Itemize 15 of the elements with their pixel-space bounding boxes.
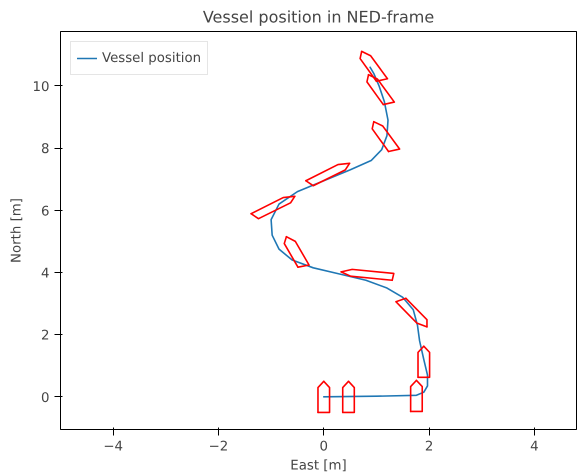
y-tick-label: 8 — [41, 142, 50, 158]
y-axis-title: North [m] — [10, 198, 25, 263]
x-tick-label: 4 — [530, 440, 539, 454]
y-tick-label: 6 — [41, 204, 50, 220]
x-tick-label: −2 — [208, 440, 228, 454]
x-axis-title: East [m] — [290, 458, 347, 474]
x-tick-label: 0 — [320, 440, 328, 454]
legend-label: Vessel position — [102, 50, 202, 66]
x-tick-label: 2 — [424, 440, 434, 454]
y-tick-label: 0 — [41, 390, 50, 406]
chart-title: Vessel position in NED-frame — [202, 8, 434, 26]
y-tick-label: 2 — [41, 328, 50, 344]
y-tick-label: 10 — [32, 80, 50, 95]
y-tick-label: 4 — [41, 266, 50, 282]
x-tick-label: −4 — [103, 440, 123, 454]
